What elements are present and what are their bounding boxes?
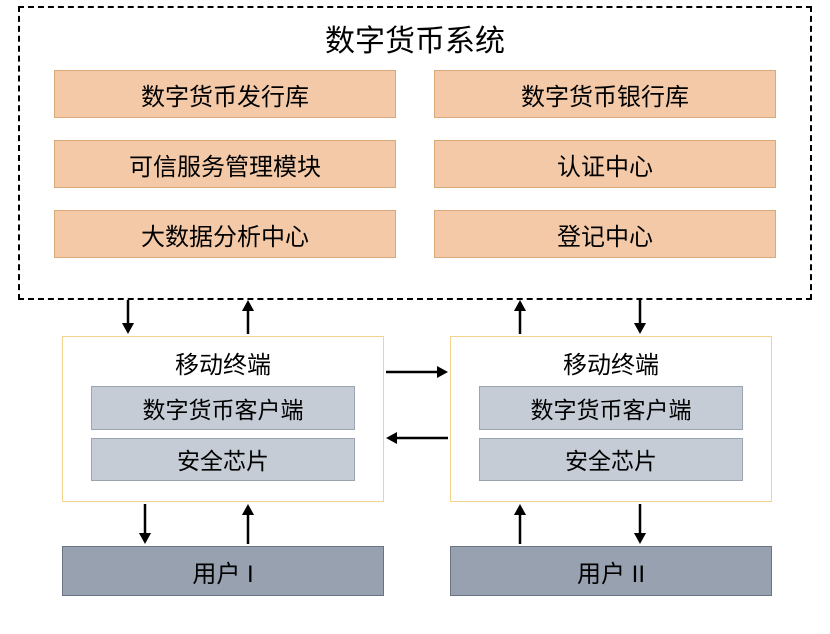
system-module: 登记中心 — [434, 210, 776, 258]
system-container: 数字货币系统 数字货币发行库数字货币银行库可信服务管理模块认证中心大数据分析中心… — [18, 6, 812, 300]
terminal-container: 移动终端数字货币客户端安全芯片 — [450, 336, 772, 502]
system-module: 可信服务管理模块 — [54, 140, 396, 188]
system-title: 数字货币系统 — [20, 8, 810, 70]
user-box: 用户 I — [62, 546, 384, 596]
user-box: 用户 II — [450, 546, 772, 596]
terminal-title: 移动终端 — [175, 345, 271, 380]
terminal-submodule: 数字货币客户端 — [479, 386, 743, 430]
module-grid: 数字货币发行库数字货币银行库可信服务管理模块认证中心大数据分析中心登记中心 — [20, 70, 810, 258]
system-module: 大数据分析中心 — [54, 210, 396, 258]
terminal-title: 移动终端 — [563, 345, 659, 380]
terminal-submodule: 安全芯片 — [91, 438, 355, 482]
system-module: 数字货币发行库 — [54, 70, 396, 118]
terminal-submodule: 数字货币客户端 — [91, 386, 355, 430]
system-module: 认证中心 — [434, 140, 776, 188]
terminal-submodule: 安全芯片 — [479, 438, 743, 482]
system-module: 数字货币银行库 — [434, 70, 776, 118]
terminal-container: 移动终端数字货币客户端安全芯片 — [62, 336, 384, 502]
